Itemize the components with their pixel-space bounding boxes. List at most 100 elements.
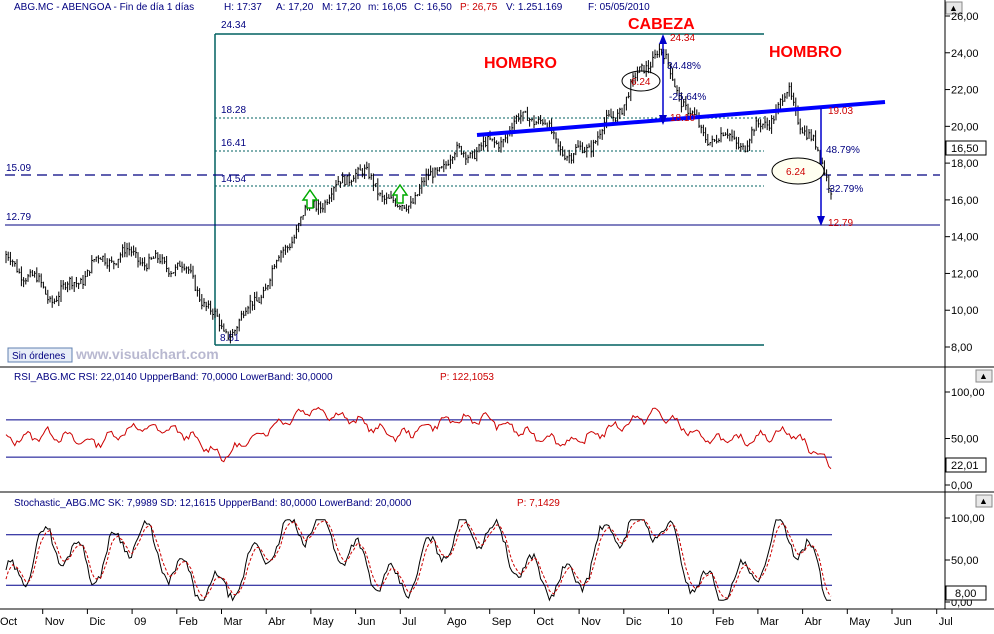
stoch-sk-line [5, 518, 831, 602]
date-axis-label: Nov [45, 616, 65, 628]
price-header-c: C: 16,50 [414, 2, 452, 13]
support-arrow-2 [391, 183, 409, 204]
date-axis-label: Feb [715, 616, 734, 628]
price-series [5, 43, 833, 344]
stoch-sd-line [5, 519, 832, 599]
stoch-scroll-up-button[interactable]: ▲ [975, 494, 993, 508]
watermark: www.visualchart.com [75, 346, 219, 362]
head-neck-label: 18.10 [670, 113, 695, 124]
level-1641-label: 16.41 [221, 138, 246, 149]
cabeza-title: CABEZA [628, 16, 695, 33]
date-axis-label: Jun [894, 616, 912, 628]
stoch-header-p: P: 7,1429 [517, 498, 560, 509]
price-scroll-up-button[interactable]: ▲ [945, 1, 963, 15]
support-arrow-1 [301, 188, 319, 209]
projection-top-label: 19.03 [828, 106, 853, 117]
date-axis-label: Abr [805, 616, 822, 628]
projection-pct-down-label: -32.79% [826, 184, 863, 195]
rsi-axis-label: 100,00 [951, 387, 985, 399]
sin-ordenes-button[interactable]: Sin órdenes [7, 347, 73, 363]
level-1279-label: 12.79 [6, 212, 31, 223]
price-axis-label: 14,00 [951, 232, 979, 244]
price-header-m: M: 17,20 [322, 2, 361, 13]
hombro-left-title: HOMBRO [484, 55, 557, 72]
price-header-v: V: 1.251.169 [506, 2, 563, 13]
svg-text:▲: ▲ [979, 371, 988, 381]
date-axis-label: May [849, 616, 870, 628]
stoch-axis-label: 50,00 [951, 555, 979, 567]
head-pct-down-label: -25.64% [669, 92, 706, 103]
date-axis-label: Jul [402, 616, 416, 628]
svg-text:8,00: 8,00 [955, 588, 976, 600]
rsi-axis: 100,00 50,00 0,00 [945, 387, 985, 492]
price-header-title: ABG.MC - ABENGOA - Fin de día 1 días [14, 2, 194, 13]
date-axis-label: Sep [492, 616, 512, 628]
date-axis-label: Abr [268, 616, 285, 628]
price-axis-label: 18,00 [951, 158, 979, 170]
projection-target-label: 12.79 [828, 218, 853, 229]
projection-pct-up-label: 48.79% [826, 145, 860, 156]
price-axis-label: 22,00 [951, 85, 979, 97]
rsi-axis-label: 50,00 [951, 434, 979, 446]
price-axis-label: 20,00 [951, 121, 979, 133]
svg-text:22,01: 22,01 [951, 460, 979, 472]
date-axis-label: Feb [179, 616, 198, 628]
date-axis-label: Mar [760, 616, 779, 628]
price-header-h: H: 17:37 [224, 2, 262, 13]
date-axis-label: 10 [671, 616, 683, 628]
projection-arrow [817, 216, 825, 226]
svg-text:16,50: 16,50 [951, 143, 979, 155]
price-axis-label: 10,00 [951, 305, 979, 317]
date-axis-label: Oct [536, 616, 553, 628]
svg-text:Sin órdenes: Sin órdenes [12, 351, 65, 362]
svg-text:▲: ▲ [949, 3, 958, 13]
head-top-label: 24.34 [670, 33, 695, 44]
rsi-header: RSI_ABG.MC RSI: 22,0140 UppperBand: 70,0… [14, 372, 333, 383]
price-axis-label: 26,00 [951, 11, 979, 23]
svg-text:▲: ▲ [979, 496, 988, 506]
stoch-header: Stochastic_ABG.MC SK: 7,9989 SD: 12,1615… [14, 498, 412, 509]
price-header-min: m: 16,05 [368, 2, 407, 13]
projection-diff-ellipse [771, 157, 825, 185]
neckline [476, 100, 886, 137]
price-current-box: 16,50 [945, 140, 987, 156]
date-axis: Oct Nov Dic 09 Feb Mar Abr May Jun Jul Ago Sep Oct No… [0, 609, 953, 628]
rsi-series [5, 406, 832, 470]
date-axis-label: Mar [224, 616, 243, 628]
rsi-scroll-up-button[interactable]: ▲ [975, 369, 993, 383]
head-measure-arrow-bottom [659, 115, 667, 125]
price-header-f: F: 05/05/2010 [588, 2, 650, 13]
price-axis-label: 12,00 [951, 268, 979, 280]
level-1828-label: 18.28 [221, 105, 246, 116]
level-2434-label: 24.34 [221, 20, 246, 31]
date-axis-label: Ago [447, 616, 467, 628]
stoch-series [5, 518, 832, 602]
rsi-current-box: 22,01 [945, 457, 987, 473]
stoch-current-box: 8,00 [945, 585, 987, 601]
date-axis-label: Nov [581, 616, 601, 628]
price-axis-label: 8,00 [951, 342, 972, 354]
date-axis-label: Dic [626, 616, 642, 628]
date-axis-label: Jun [358, 616, 376, 628]
price-axis-label: 16,00 [951, 195, 979, 207]
price-axis: 26,00 24,00 22,00 20,00 18,00 16,00 14,00 12,00… [945, 11, 979, 354]
head-measure-arrow-top [659, 34, 667, 44]
date-axis-label: Oct [0, 616, 17, 628]
projection-diff-label: 6.24 [786, 167, 806, 178]
price-axis-label: 24,00 [951, 48, 979, 60]
date-axis-label: Dic [89, 616, 105, 628]
price-header-p: P: 26,75 [460, 2, 498, 13]
date-axis-label: May [313, 616, 334, 628]
hombro-right-title: HOMBRO [769, 44, 842, 61]
stoch-panel [0, 493, 994, 609]
head-pct-up-label: 34.48% [667, 61, 701, 72]
rsi-axis-label: 0,00 [951, 480, 972, 492]
date-axis-label: Jul [939, 616, 953, 628]
price-header-a: A: 17,20 [276, 2, 314, 13]
head-diff-ellipse [621, 70, 661, 92]
level-1454-label: 14.54 [221, 174, 246, 185]
stoch-axis-label: 100,00 [951, 513, 985, 525]
head-diff-label: 6.24 [631, 77, 651, 88]
